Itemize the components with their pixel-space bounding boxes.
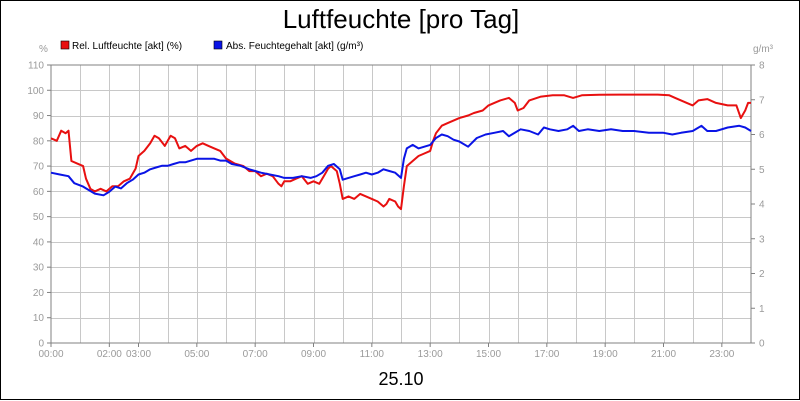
x-tick-label: 15:00 xyxy=(476,349,501,360)
series-line-rel-humidity xyxy=(50,93,751,211)
legend-swatch-abs-humidity xyxy=(213,40,223,50)
y-tick-label-left: 100 xyxy=(27,86,44,97)
x-tick-label: 17:00 xyxy=(534,349,559,360)
x-tick-label: 00:00 xyxy=(38,349,63,360)
x-tick-label: 07:00 xyxy=(243,349,268,360)
y-tick-label-right: 7 xyxy=(759,95,765,106)
y-tick-label-left: 40 xyxy=(33,237,45,248)
x-tick-label: 11:00 xyxy=(360,349,385,360)
y-tick-label-right: 5 xyxy=(759,165,765,176)
y-tick-label-left: 0 xyxy=(38,339,44,350)
x-tick-label: 02:00 xyxy=(97,349,122,360)
legend-swatch-rel-humidity xyxy=(60,40,70,50)
legend-label-abs-humidity: Abs. Feuchtegehalt [akt] (g/m³) xyxy=(226,41,363,52)
x-tick-label: 23:00 xyxy=(709,349,734,360)
y-tick-label-right: 8 xyxy=(759,61,765,72)
x-tick-label: 13:00 xyxy=(418,349,443,360)
chart-title: Luftfeuchte [pro Tag] xyxy=(283,4,520,34)
y-tick-label-right: 1 xyxy=(759,304,765,315)
y-tick-label-right: 2 xyxy=(759,269,765,280)
x-tick-label: 05:00 xyxy=(184,349,209,360)
y-tick-label-left: 90 xyxy=(33,111,45,122)
y-tick-label-right: 4 xyxy=(759,200,765,211)
series-line-abs-humidity xyxy=(50,124,752,197)
y-axis-left-unit: % xyxy=(39,44,48,55)
y-tick-label-left: 20 xyxy=(33,288,45,299)
y-tick-label-right: 3 xyxy=(759,234,765,245)
y-tick-label-left: 50 xyxy=(33,212,45,223)
x-tick-label: 09:00 xyxy=(301,349,326,360)
y-tick-label-left: 60 xyxy=(33,187,45,198)
y-tick-label-right: 6 xyxy=(759,130,765,141)
x-tick-label: 03:00 xyxy=(126,349,151,360)
x-tick-label: 19:00 xyxy=(593,349,618,360)
legend-label-rel-humidity: Rel. Luftfeuchte [akt] (%) xyxy=(72,41,182,52)
y-tick-label-left: 10 xyxy=(33,313,45,324)
legend: Rel. Luftfeuchte [akt] (%) Abs. Feuchteg… xyxy=(60,40,363,52)
date-label: 25.10 xyxy=(378,369,423,389)
y-tick-label-left: 70 xyxy=(33,162,45,173)
y-axis-right-unit: g/m³ xyxy=(753,44,774,55)
x-tick-label: 21:00 xyxy=(651,349,676,360)
y-tick-label-left: 30 xyxy=(33,263,45,274)
y-tick-label-left: 110 xyxy=(28,61,44,72)
y-tick-label-right: 0 xyxy=(759,339,765,350)
y-tick-label-left: 80 xyxy=(33,136,45,147)
